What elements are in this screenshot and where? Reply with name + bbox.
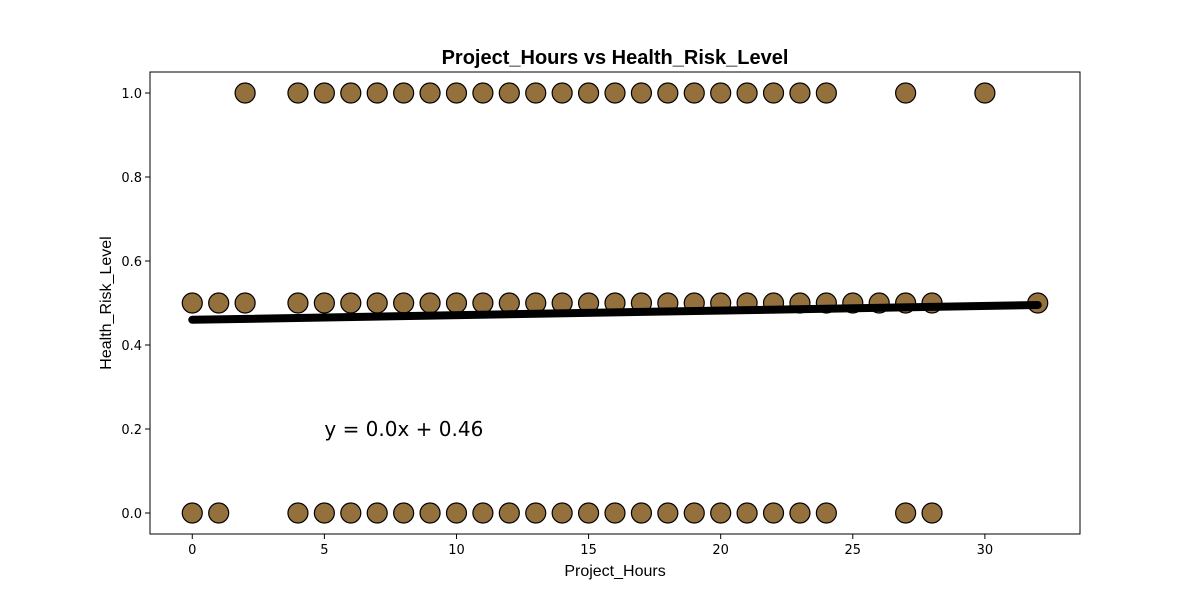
data-point: [366, 82, 388, 104]
data-point: [393, 82, 415, 104]
data-point: [974, 82, 996, 104]
data-point: [234, 292, 256, 314]
data-point: [445, 292, 468, 314]
y-axis-label: Health_Risk_Level: [98, 236, 115, 369]
x-tick-label: 20: [712, 543, 729, 558]
x-tick-label: 15: [580, 543, 597, 558]
plot-frame: [149, 71, 1081, 535]
y-tick-label: 1.0: [121, 87, 142, 102]
data-point: [366, 502, 388, 524]
data-point: [366, 292, 388, 314]
data-point: [762, 502, 785, 524]
x-tick-label: 25: [845, 543, 862, 558]
x-tick-label: 5: [320, 543, 328, 558]
data-point: [419, 502, 441, 524]
data-point: [208, 292, 230, 314]
data-point: [313, 502, 335, 524]
data-point: [895, 502, 917, 524]
data-point: [340, 292, 362, 314]
data-point: [419, 82, 441, 104]
data-point: [445, 502, 468, 524]
data-point: [710, 502, 732, 524]
data-point: [287, 82, 309, 104]
y-tick-label: 0.0: [121, 507, 142, 522]
data-point: [498, 502, 520, 524]
data-point: [736, 82, 758, 104]
data-point: [498, 82, 520, 104]
y-tick-label: 0.2: [121, 423, 142, 438]
data-point: [577, 502, 600, 524]
data-point: [419, 292, 441, 314]
data-point: [234, 82, 256, 104]
data-point: [181, 292, 203, 314]
x-tick-label: 0: [188, 543, 196, 558]
regression-equation: y = 0.0x + 0.46: [324, 417, 483, 441]
x-axis: 0 5 10 15 20 25 30: [188, 534, 993, 558]
data-point: [577, 82, 600, 104]
x-tick-label: 30: [977, 543, 994, 558]
data-point: [525, 502, 547, 524]
data-point: [498, 292, 520, 314]
data-point: [472, 292, 494, 314]
data-point: [445, 82, 468, 104]
data-point: [604, 82, 626, 104]
data-point: [683, 502, 705, 524]
data-point: [287, 292, 309, 314]
x-tick-label: 10: [448, 543, 465, 558]
data-point: [683, 82, 705, 104]
data-point: [551, 502, 573, 524]
data-point: [630, 82, 653, 104]
data-point: [710, 82, 732, 104]
data-point: [525, 82, 547, 104]
data-point: [472, 82, 494, 104]
data-point: [313, 292, 335, 314]
y-tick-label: 0.4: [121, 339, 142, 354]
data-point: [657, 82, 679, 104]
data-point: [393, 502, 415, 524]
y-axis: 0.0 0.2 0.4 0.6 0.8 1.0: [121, 87, 150, 522]
data-point: [287, 502, 309, 524]
data-point: [789, 82, 811, 104]
data-point: [313, 82, 335, 104]
chart-title: Project_Hours vs Health_Risk_Level: [442, 47, 789, 69]
data-point: [472, 502, 494, 524]
data-point: [815, 502, 837, 524]
y-tick-label: 0.8: [121, 171, 142, 186]
data-point: [657, 502, 679, 524]
trendline: [188, 301, 1042, 324]
data-point: [736, 502, 758, 524]
data-point: [181, 502, 203, 524]
data-point: [789, 502, 811, 524]
data-point: [551, 82, 573, 104]
data-point: [815, 82, 837, 104]
data-point: [208, 502, 230, 524]
data-point: [340, 82, 362, 104]
plot-area: [181, 82, 1049, 524]
x-axis-label: Project_Hours: [564, 563, 665, 580]
y-tick-label: 0.6: [121, 255, 142, 270]
data-point: [340, 502, 362, 524]
data-point: [630, 502, 653, 524]
data-point: [393, 292, 415, 314]
data-point: [762, 82, 785, 104]
data-point: [921, 502, 943, 524]
data-point: [895, 82, 917, 104]
data-point: [604, 502, 626, 524]
